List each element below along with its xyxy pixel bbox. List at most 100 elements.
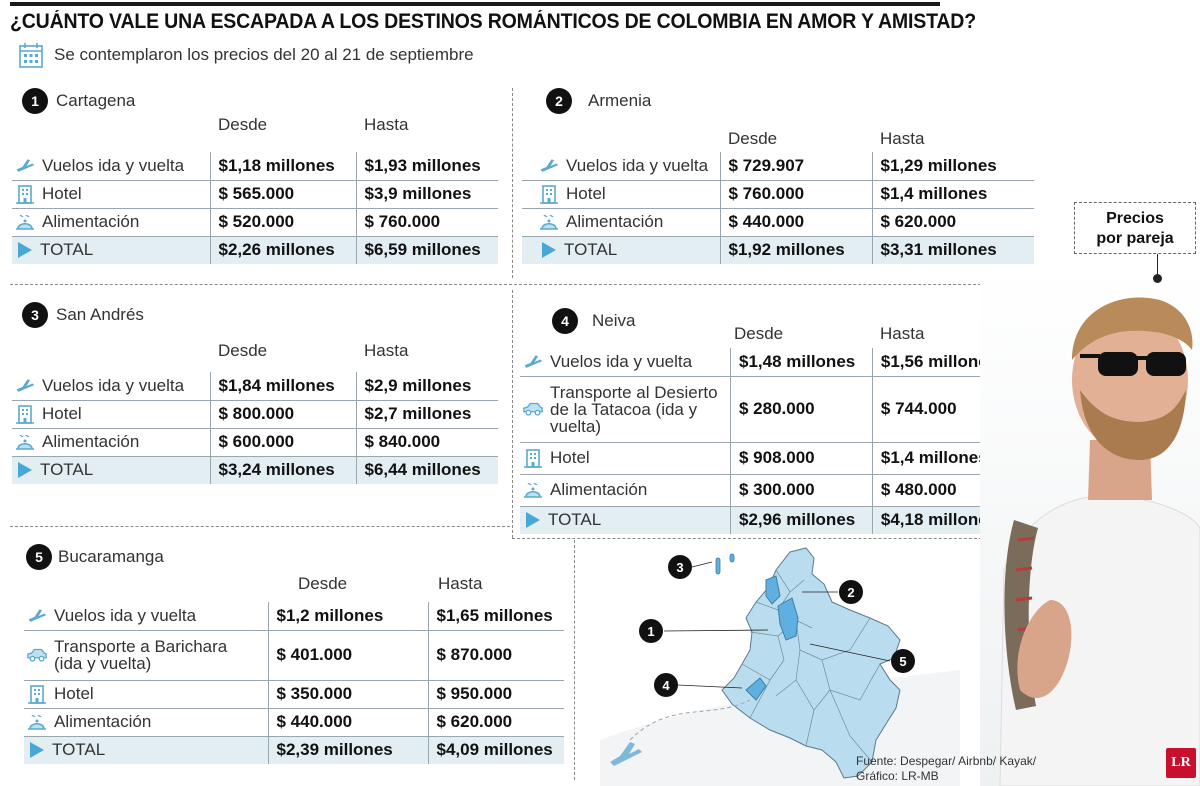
price-to: $2,7 millones — [355, 400, 498, 429]
divider-h3 — [512, 538, 1012, 539]
divider-v1 — [512, 88, 513, 278]
table-row: Vuelos ida y vuelta $1,84 millones $2,9 … — [12, 372, 498, 401]
section-number: 3 — [22, 302, 48, 328]
subtitle: Se contemplaron los precios del 20 al 21… — [54, 45, 474, 64]
table-row: Vuelos ida y vuelta $1,48 millones $1,56… — [520, 348, 1006, 377]
price-to: $ 620.000 — [427, 708, 564, 737]
table-row: Hotel $ 350.000 $ 950.000 — [24, 680, 564, 709]
highlight-cartagena — [765, 575, 781, 605]
plane-icon — [538, 156, 560, 176]
price-to: $ 950.000 — [427, 680, 564, 709]
row-label: Alimentación — [54, 712, 152, 731]
row-label: Hotel — [54, 684, 94, 703]
price-to: $ 620.000 — [871, 208, 1034, 237]
section-1-header: 1 Cartagena — [22, 88, 135, 114]
badge-connector — [1157, 254, 1158, 276]
plane-icon — [14, 376, 36, 396]
col-header-from: Desde — [298, 574, 348, 593]
price-from: $ 350.000 — [267, 680, 428, 709]
table-row: Hotel $ 908.000 $1,4 millones — [520, 442, 1006, 475]
table-row: Vuelos ida y vuelta $1,18 millones $1,93… — [12, 152, 498, 181]
map-callout-3: 3 — [668, 555, 692, 579]
badge-line-1: Precios — [1106, 210, 1164, 227]
flight-path — [629, 699, 751, 741]
price-table-neiva: Vuelos ida y vuelta $1,48 millones $1,56… — [520, 348, 1006, 534]
section-number: 5 — [26, 544, 52, 570]
row-label: TOTAL — [52, 740, 106, 760]
price-to: $1,93 millones — [355, 152, 498, 181]
col-header-to: Hasta — [880, 129, 925, 148]
price-from: $1,18 millones — [209, 152, 356, 181]
row-label: Transporte a Barichara (ida y vuelta) — [54, 637, 228, 673]
hotel-icon — [14, 184, 36, 204]
row-label: Alimentación — [566, 212, 664, 231]
section-number: 2 — [546, 88, 572, 114]
row-label: Hotel — [42, 184, 82, 203]
table-row: Vuelos ida y vuelta $1,2 millones $1,65 … — [24, 602, 564, 631]
price-per-couple-badge: Precios por pareja — [1074, 202, 1196, 254]
price-from: $ 800.000 — [209, 400, 356, 429]
play-triangle-icon — [18, 462, 32, 479]
divider-v2 — [512, 290, 513, 538]
hotel-icon — [14, 404, 36, 424]
play-triangle-icon — [526, 512, 540, 529]
price-from: $ 440.000 — [719, 208, 872, 237]
col-header-to: Hasta — [364, 115, 409, 134]
section-2-header: 2 Armenia — [546, 88, 651, 114]
section-title: Armenia — [588, 91, 652, 110]
map-callout-5: 5 — [891, 649, 915, 673]
svg-text:1: 1 — [647, 624, 654, 639]
price-to: $ 760.000 — [355, 208, 498, 237]
badge-connector-dot — [1153, 274, 1162, 283]
price-to: $2,9 millones — [355, 372, 498, 401]
subtitle-row: Se contemplaron los precios del 20 al 21… — [18, 42, 474, 68]
top-rule — [10, 2, 940, 6]
price-to: $6,59 millones — [355, 236, 498, 264]
price-from: $ 440.000 — [267, 708, 428, 737]
divider-h2 — [10, 526, 510, 527]
price-to: $4,09 millones — [427, 736, 564, 764]
price-table-san-andres: Vuelos ida y vuelta $1,84 millones $2,9 … — [12, 372, 498, 484]
row-label: Vuelos ida y vuelta — [550, 351, 693, 371]
total-row: TOTAL $1,92 millones $3,31 millones — [522, 236, 1034, 264]
source-credit: Fuente: Despegar/ Airbnb/ Kayak/ Gráfico… — [856, 754, 1036, 784]
section-title: San Andrés — [56, 305, 144, 324]
total-row: TOTAL $3,24 millones $6,44 millones — [12, 456, 498, 484]
price-to: $6,44 millones — [355, 456, 498, 484]
col-header-to: Hasta — [438, 574, 483, 593]
badge-line-2: por pareja — [1096, 230, 1174, 247]
hotel-icon — [522, 448, 544, 468]
price-from: $ 280.000 — [730, 376, 873, 443]
price-from: $2,39 millones — [267, 736, 428, 764]
row-label: Hotel — [566, 184, 606, 203]
colombia-map-svg: 3 2 1 5 4 — [600, 547, 960, 786]
table-row: Alimentación $ 440.000 $ 620.000 — [24, 708, 564, 737]
traveler-illustration — [980, 270, 1200, 786]
col-header-from: Desde — [218, 115, 268, 134]
row-label: Vuelos ida y vuelta — [566, 155, 709, 175]
row-label: Vuelos ida y vuelta — [42, 155, 185, 175]
price-from: $1,48 millones — [730, 348, 873, 377]
hotel-icon — [538, 184, 560, 204]
colombia-map: 3 2 1 5 4 — [600, 540, 960, 786]
food-icon — [522, 480, 544, 500]
plane-icon — [522, 352, 544, 372]
play-triangle-icon — [542, 242, 556, 259]
hotel-icon — [26, 684, 48, 704]
san-andres-island — [715, 557, 721, 575]
price-from: $ 300.000 — [730, 474, 873, 507]
price-from: $ 600.000 — [209, 428, 356, 457]
table-row: Vuelos ida y vuelta $ 729.907 $1,29 mill… — [522, 152, 1034, 181]
source-line-2: Gráfico: LR-MB — [856, 769, 939, 783]
col-header-from: Desde — [734, 324, 784, 343]
price-to: $1,65 millones — [427, 602, 564, 631]
row-label: Alimentación — [550, 480, 648, 499]
total-row: TOTAL $2,39 millones $4,09 millones — [24, 736, 564, 764]
row-label: Hotel — [550, 448, 590, 467]
svg-text:5: 5 — [899, 654, 906, 669]
car-icon — [522, 399, 544, 419]
highlight-bucaramanga — [777, 597, 799, 641]
department-lines — [741, 569, 881, 763]
food-icon — [538, 212, 560, 232]
price-from: $ 729.907 — [719, 152, 872, 181]
